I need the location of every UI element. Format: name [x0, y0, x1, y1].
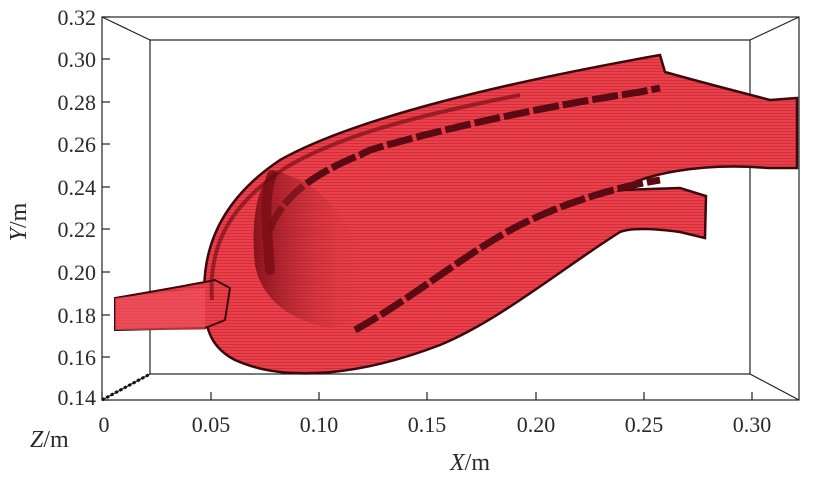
y-axis-label: Y/m	[6, 202, 32, 241]
x-axis-label: X/m	[449, 450, 490, 476]
y-tick-label: 0.14	[58, 385, 97, 410]
z-axis: Z/m	[30, 372, 151, 453]
vortex-region	[253, 170, 373, 328]
x-tick-label: 0	[99, 412, 110, 437]
flow-domain-volume	[114, 53, 799, 375]
x-tick-label: 0.10	[300, 412, 339, 437]
y-tick-label: 0.28	[58, 90, 97, 115]
x-axis: 0 0.05 0.10 0.15 0.20 0.25 0.30 X/m	[99, 392, 772, 476]
y-axis: 0.32 0.30 0.28 0.26 0.24 0.22 0.20 0.18 …	[6, 5, 110, 410]
y-tick-label: 0.20	[58, 260, 97, 285]
y-tick-label: 0.32	[58, 5, 97, 30]
x-tick-label: 0.20	[517, 412, 556, 437]
y-tick-label: 0.22	[58, 217, 97, 242]
y-tick-label: 0.24	[58, 175, 97, 200]
y-tick-label: 0.30	[58, 47, 97, 72]
y-tick-label: 0.26	[58, 132, 97, 157]
x-tick-label: 0.25	[625, 412, 664, 437]
y-tick-label: 0.18	[58, 303, 97, 328]
x-tick-label: 0.30	[733, 412, 772, 437]
y-tick-label: 0.16	[58, 345, 97, 370]
x-tick-label: 0.05	[192, 412, 231, 437]
z-axis-label: Z/m	[30, 427, 69, 453]
x-tick-label: 0.15	[408, 412, 447, 437]
bounding-box	[101, 16, 800, 401]
